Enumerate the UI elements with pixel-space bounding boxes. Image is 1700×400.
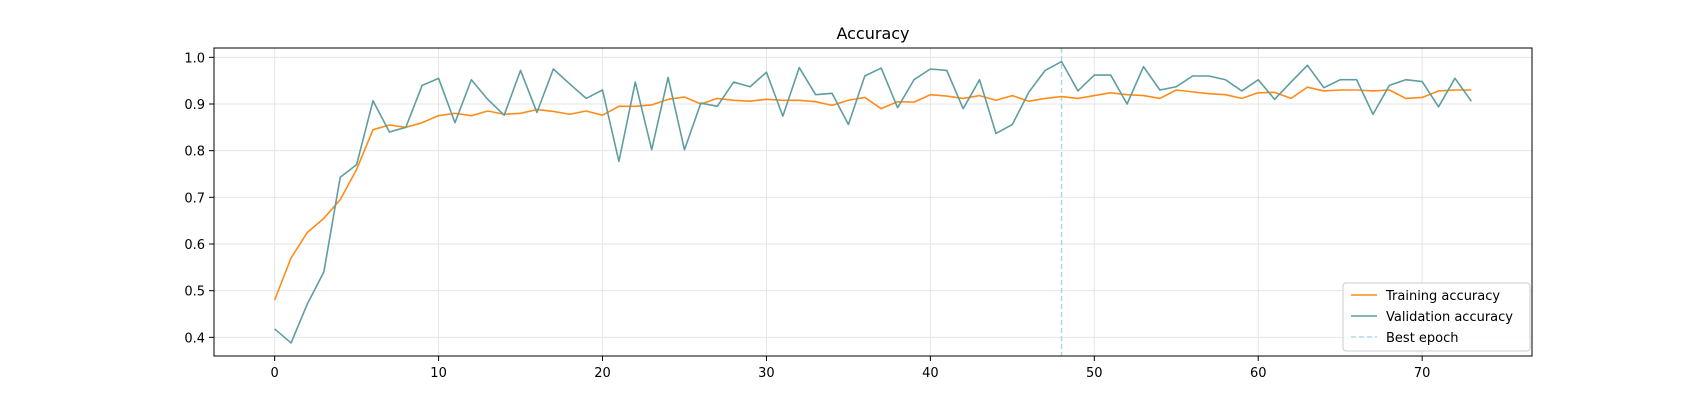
x-tick-label: 20 (594, 366, 611, 381)
legend-best-epoch-label: Best epoch (1386, 331, 1459, 346)
x-tick-label: 50 (1086, 366, 1103, 381)
legend-validation-label: Validation accuracy (1386, 310, 1513, 325)
y-axis: 0.4 0.5 0.6 0.7 0.8 0.9 1.0 (184, 51, 214, 346)
x-tick-label: 0 (271, 366, 279, 381)
x-axis: 0 10 20 30 40 50 60 70 (271, 356, 1431, 381)
validation-accuracy-line (274, 60, 1473, 344)
y-tick-label: 0.9 (184, 98, 205, 113)
training-accuracy-line (273, 86, 1472, 301)
y-tick-label: 0.6 (184, 238, 205, 253)
legend: Training accuracy Validation accuracy Be… (1342, 282, 1531, 352)
legend-training-label: Training accuracy (1385, 289, 1500, 304)
y-tick-label: 0.4 (184, 331, 205, 346)
legend-box (1342, 282, 1531, 352)
y-tick-label: 1.0 (184, 51, 205, 66)
plot-frame (213, 47, 1533, 357)
x-tick-label: 40 (922, 366, 939, 381)
chart-title: Accuracy (836, 24, 909, 43)
series-layer (273, 60, 1473, 344)
x-tick-label: 10 (430, 366, 447, 381)
x-tick-label: 70 (1414, 366, 1431, 381)
y-tick-label: 0.8 (184, 145, 205, 160)
x-tick-label: 30 (758, 366, 775, 381)
y-tick-label: 0.7 (184, 191, 205, 206)
y-tick-label: 0.5 (184, 285, 205, 300)
grid (214, 48, 1532, 356)
x-tick-label: 60 (1250, 366, 1267, 381)
